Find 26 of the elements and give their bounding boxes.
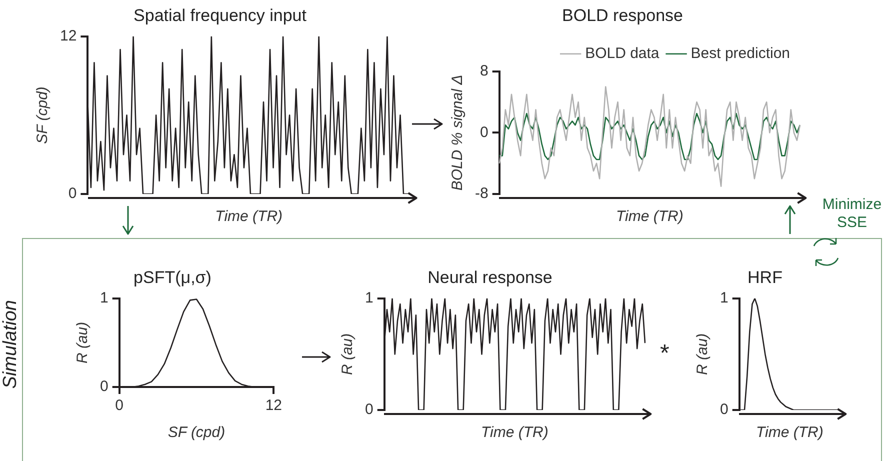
y-tick-label: 1 — [720, 290, 728, 307]
chart-title: pSFT(μ,σ) — [134, 268, 212, 287]
text: * — [660, 340, 670, 369]
y-tick-label: 8 — [480, 62, 488, 80]
y-tick-label: 1 — [100, 290, 108, 307]
legend-label: Best prediction — [690, 45, 790, 62]
text: Simulation — [0, 300, 22, 389]
chart-title: Neural response — [428, 268, 552, 287]
x-axis-title: Time (TR) — [756, 424, 824, 442]
x-axis-title: Time (TR) — [616, 208, 684, 226]
legend-label: BOLD data — [585, 45, 660, 62]
y-tick-label: -8 — [474, 185, 488, 202]
x-axis-title: Time (TR) — [480, 424, 548, 442]
y-axis-title: SF (cpd) — [34, 86, 52, 144]
chart-title: BOLD response — [562, 6, 683, 25]
x-axis-title: Time (TR) — [215, 208, 283, 226]
text: Minimize SSE — [821, 196, 883, 232]
x-axis-title: SF (cpd) — [168, 424, 226, 442]
y-axis-title: R (au) — [339, 333, 356, 376]
chart-title: HRF — [748, 268, 782, 287]
y-tick-label: 0 — [480, 124, 488, 141]
y-axis-title: R (au) — [694, 333, 712, 376]
chart-title: Spatial frequency input — [134, 6, 307, 25]
y-axis-title: R (au) — [74, 322, 92, 364]
y-tick-label: 1 — [365, 290, 374, 307]
y-axis-title: BOLD % signal Δ — [449, 74, 466, 191]
